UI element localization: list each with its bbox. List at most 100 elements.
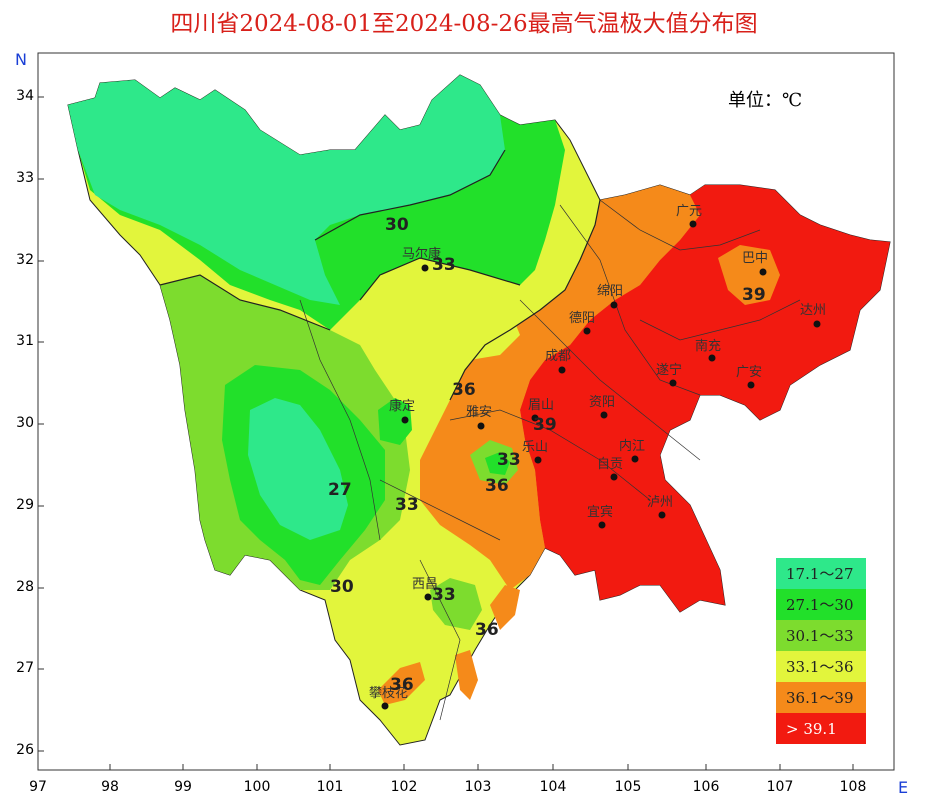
- contour-label: 36: [452, 380, 476, 400]
- y-tick-label: 29: [16, 497, 34, 513]
- city-dot-chengdu: [558, 366, 566, 374]
- city-label-yibin: 宜宾: [587, 504, 613, 520]
- map-title: 四川省2024-08-01至2024-08-26最高气温极大值分布图: [170, 11, 758, 37]
- legend-item: 17.1～27: [776, 558, 866, 589]
- city-label-luzhou: 泸州: [647, 495, 673, 510]
- contour-label: 33: [432, 255, 456, 275]
- unit-label: 单位：℃: [728, 90, 803, 111]
- city-dot-guangyuan: [689, 220, 697, 228]
- city-dot-maerkang: [421, 264, 429, 272]
- y-tick-label: 26: [16, 742, 34, 758]
- city-label-guangyuan: 广元: [676, 204, 702, 219]
- contour-label: 30: [385, 215, 409, 235]
- axis-ticks: [37, 96, 854, 770]
- region-bazhong: [718, 245, 780, 305]
- city-dot-dazhou: [813, 320, 821, 328]
- legend-item-label: 17.1～27: [786, 565, 854, 583]
- city-label-leshan: 乐山: [522, 440, 548, 455]
- contour-label: 39: [533, 415, 557, 435]
- region-se-strip-2: [455, 650, 478, 700]
- east-label: E: [898, 778, 909, 797]
- city-label-guangan: 广安: [736, 365, 762, 380]
- city-dot-suining: [669, 379, 677, 387]
- city-label-deyang: 德阳: [569, 311, 595, 326]
- x-tick-label: 106: [692, 779, 720, 795]
- city-dot-mianyang: [610, 301, 618, 309]
- legend-item-label: 27.1～30: [786, 596, 854, 614]
- contour-value-labels: 30 33 33 36 39 39 27 33 30 33 36 36 36: [328, 215, 766, 695]
- region-xichang: [430, 578, 482, 630]
- city-label-maerkang: 马尔康: [402, 246, 441, 262]
- legend-item-label: 30.1～33: [786, 627, 854, 645]
- contour-label: 36: [475, 620, 499, 640]
- x-tick-label: 98: [101, 779, 119, 795]
- y-tick-label: 28: [16, 579, 34, 595]
- city-dot-neijiang: [631, 455, 639, 463]
- city-label-kangding: 康定: [389, 398, 415, 414]
- x-tick-label: 108: [839, 779, 867, 795]
- contour-lines: [159, 149, 601, 401]
- city-dot-meishan: [531, 414, 539, 422]
- city-label-mianyang: 绵阳: [597, 284, 623, 299]
- x-tick-label: 104: [539, 779, 567, 795]
- y-tick-label: 34: [16, 88, 34, 104]
- city-label-xichang: 西昌: [412, 577, 438, 592]
- contour-label: 33: [395, 495, 419, 515]
- city-label-neijiang: 内江: [619, 438, 645, 454]
- city-dot-ziyang: [600, 411, 608, 419]
- region-se-strip-1: [490, 585, 520, 630]
- legend-item-label: 33.1～36: [786, 658, 854, 676]
- x-tick-label: 103: [464, 779, 492, 795]
- contour-label: 36: [390, 675, 414, 695]
- contour-label: 30: [330, 577, 354, 597]
- y-tick-label: 30: [16, 415, 34, 431]
- region-36-39: [420, 185, 705, 590]
- city-dot-luzhou: [658, 511, 666, 519]
- city-dot-nanchong: [708, 354, 716, 362]
- city-markers: 广元 巴中 马尔康 绵阳 达州 德阳 成都 南充 遂宁 广安 雅安 眉山 资阳 …: [369, 204, 826, 710]
- city-dot-zigong: [610, 473, 618, 481]
- y-tick-label: 33: [16, 170, 34, 186]
- region-maerkang: [362, 278, 520, 360]
- city-dot-yibin: [598, 521, 606, 529]
- y-tick-label: 27: [16, 660, 34, 676]
- region-17-27-north: [68, 75, 505, 305]
- y-tick-label: 32: [16, 252, 34, 268]
- city-label-suining: 遂宁: [656, 362, 682, 378]
- region-yaan-spot-inner: [485, 452, 510, 475]
- contour-label: 36: [485, 476, 509, 496]
- legend-item: > 39.1: [776, 713, 866, 744]
- legend-item: 30.1～33: [776, 620, 866, 651]
- x-tick-label: 102: [390, 779, 418, 795]
- x-tick-label: 107: [766, 779, 794, 795]
- city-label-panzhihua: 攀枝花: [369, 685, 408, 701]
- legend-item-label: 36.1～39: [786, 689, 854, 707]
- city-dot-yaan: [477, 422, 485, 430]
- city-dot-kangding: [401, 416, 409, 424]
- city-dot-leshan: [534, 456, 542, 464]
- city-label-chengdu: 成都: [545, 349, 571, 364]
- legend-item-label: > 39.1: [786, 719, 837, 738]
- city-dot-xichang: [424, 593, 432, 601]
- city-label-nanchong: 南充: [695, 338, 721, 354]
- region-panzhihua: [378, 662, 425, 705]
- x-tick-label: 105: [614, 779, 642, 795]
- y-tick-label: 31: [16, 333, 34, 349]
- city-label-ziyang: 资阳: [589, 395, 615, 410]
- contour-label: 33: [497, 450, 521, 470]
- city-dot-bazhong: [759, 268, 767, 276]
- city-dot-guangan: [747, 381, 755, 389]
- contour-label: 33: [432, 585, 456, 605]
- city-label-yaan: 雅安: [466, 405, 492, 420]
- x-tick-label: 100: [243, 779, 271, 795]
- region-17-27-west: [248, 398, 348, 540]
- city-label-meishan: 眉山: [528, 398, 554, 413]
- x-tick-label: 97: [29, 779, 47, 795]
- contour-label: 27: [328, 480, 352, 500]
- region-kangding: [378, 398, 412, 445]
- legend: 17.1～27 27.1～30 30.1～33 33.1～36 36.1～39 …: [776, 558, 866, 744]
- legend-item: 33.1～36: [776, 651, 866, 682]
- region-above-39: [520, 185, 890, 612]
- north-label: N: [15, 50, 27, 69]
